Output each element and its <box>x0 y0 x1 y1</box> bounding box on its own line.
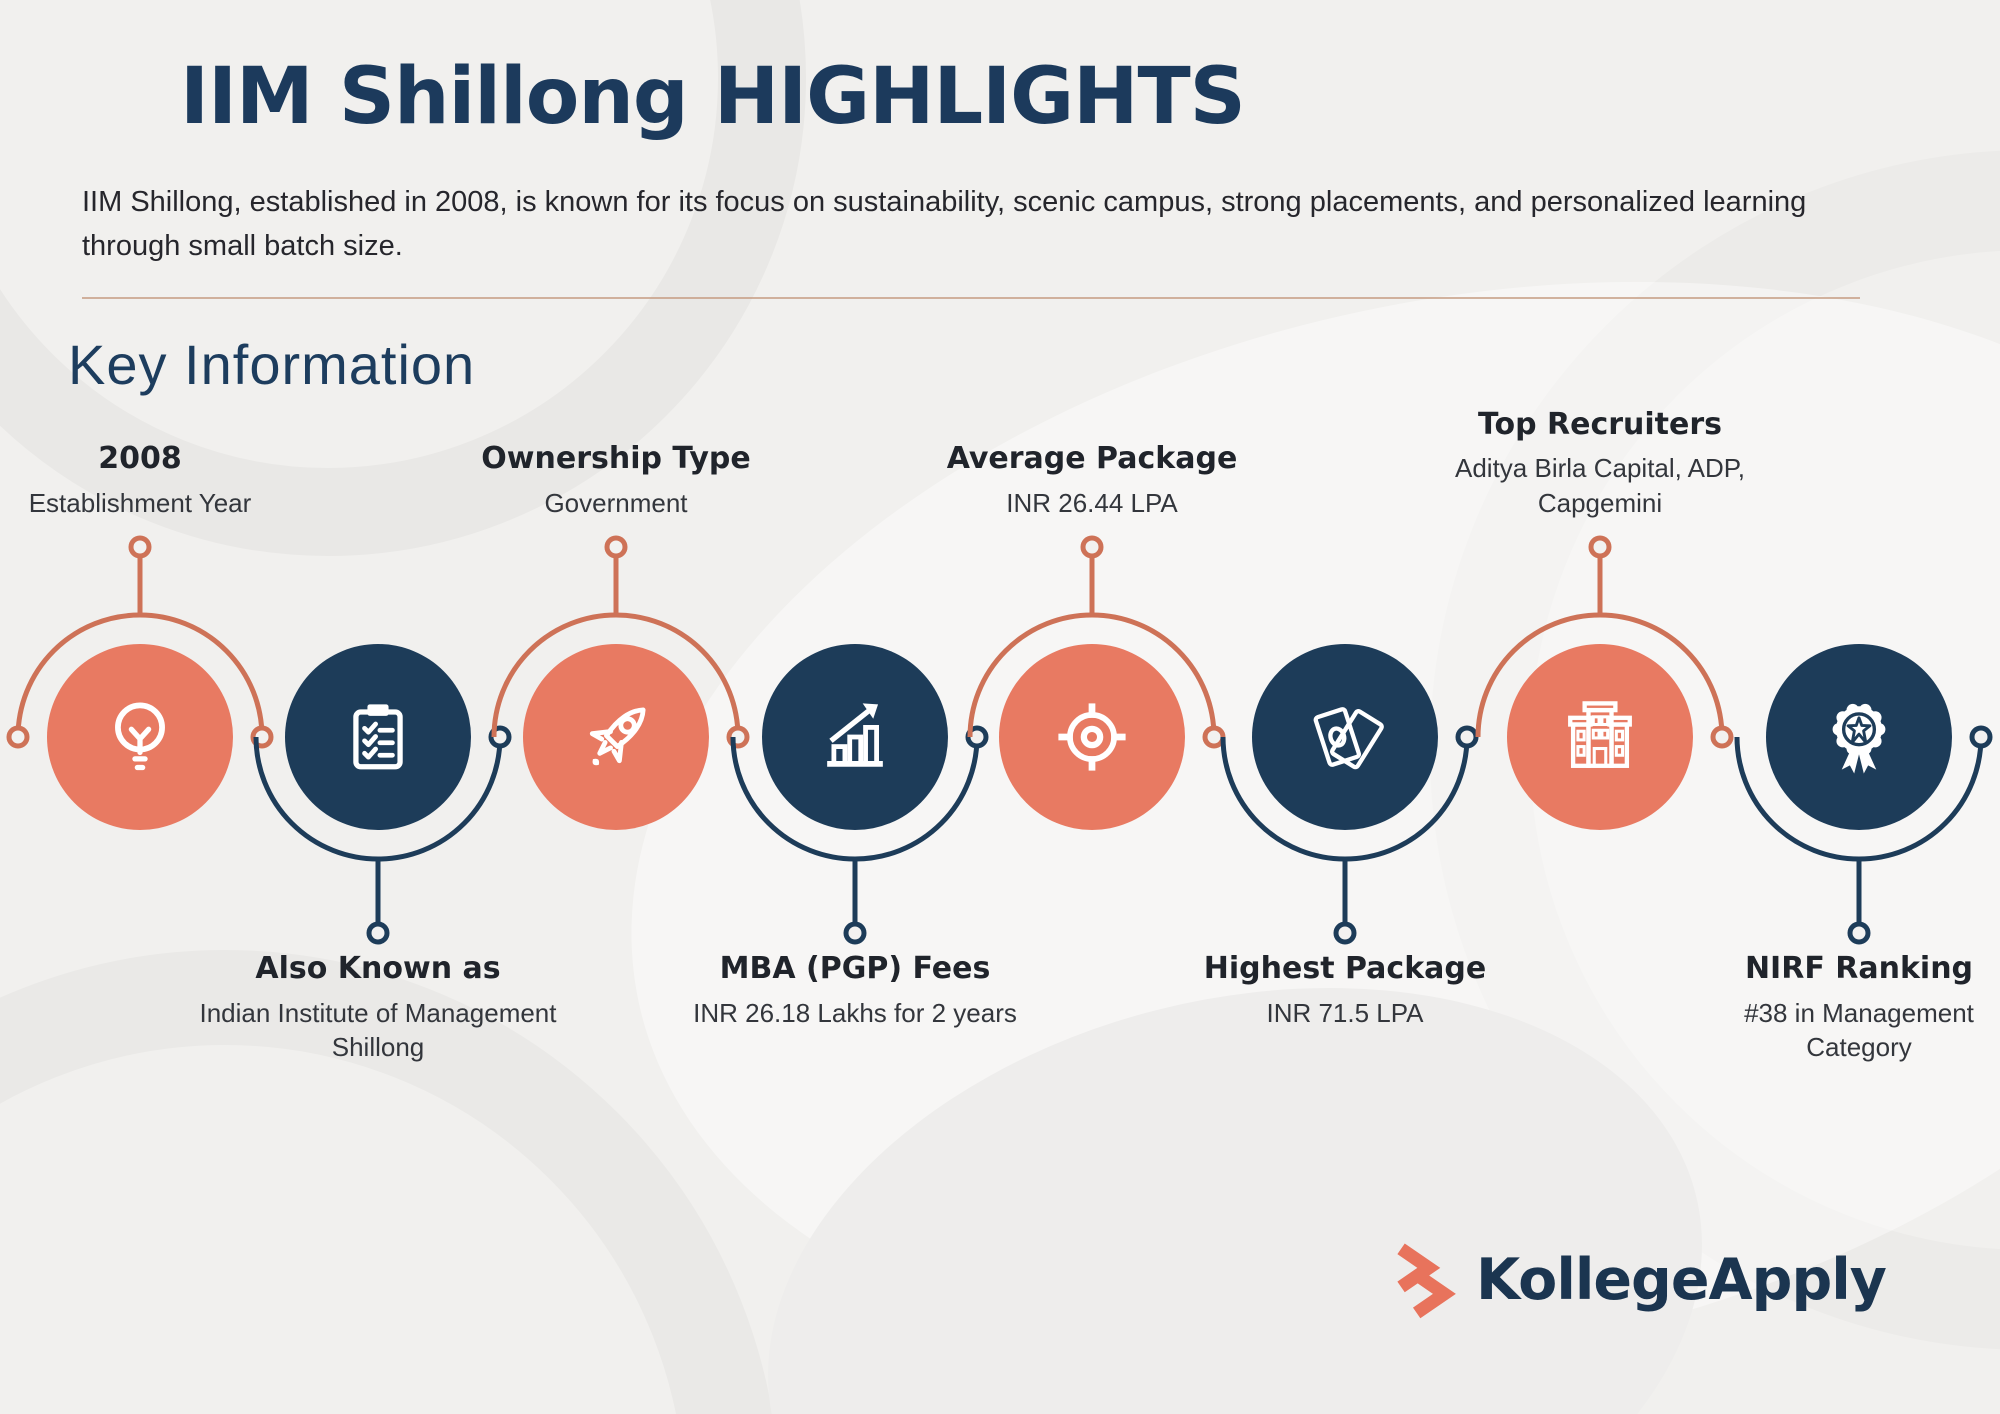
timeline-label: NIRF Ranking #38 in Management Category <box>1679 951 2000 1064</box>
item-value: INR 26.44 LPA <box>1006 487 1178 518</box>
item-title: 2008 <box>98 441 182 477</box>
item-title: NIRF Ranking <box>1744 951 1974 986</box>
connector-arc-bottom <box>253 725 512 945</box>
award-badge-icon <box>1832 703 1886 774</box>
timeline-label: MBA (PGP) Fees INR 26.18 Lakhs for 2 yea… <box>675 951 1035 1030</box>
item-value: Indian Institute of Management Shillong <box>199 997 557 1062</box>
item-value: Establishment Year <box>28 487 252 518</box>
connector-arc-top <box>491 535 750 749</box>
kollegeapply-logo-mark <box>1397 1243 1456 1319</box>
timeline-item-top-recruiters: Top Recruiters Aditya Birla Capital, ADP… <box>1420 400 1780 1090</box>
timeline-label: Average Package INR 26.44 LPA <box>912 442 1272 520</box>
item-title: MBA (PGP) Fees <box>719 951 991 986</box>
timeline-item-nirf-ranking: NIRF Ranking #38 in Management Category <box>1679 400 2000 1090</box>
timeline-label: Ownership Type Government <box>436 442 796 520</box>
item-value: Government <box>544 487 688 518</box>
page-description: IIM Shillong, established in 2008, is kn… <box>82 186 1807 263</box>
timeline-label: Highest Package INR 71.5 LPA <box>1165 951 1525 1030</box>
connector-arc-top <box>6 535 274 749</box>
page-title: IIM Shillong HIGHLIGHTS <box>180 52 1246 142</box>
target-icon <box>1058 703 1126 771</box>
item-title: Top Recruiters <box>1477 406 1722 442</box>
rocket-icon <box>589 707 646 766</box>
item-value: INR 71.5 LPA <box>1266 997 1424 1028</box>
timeline-item-establishment-year: 2008 Establishment Year <box>0 400 320 1090</box>
item-value: Aditya Birla Capital, ADP, Capgemini <box>1455 453 1745 518</box>
timeline-circle <box>285 644 471 830</box>
timeline-item-ownership-type: Ownership Type Government <box>436 400 796 1090</box>
timeline-circle <box>1507 644 1693 830</box>
kollegeapply-logo: KollegeApply <box>1382 1238 1887 1322</box>
item-title: Ownership Type <box>481 441 751 477</box>
building-icon <box>1568 701 1632 768</box>
timeline-label: 2008 Establishment Year <box>0 442 320 520</box>
item-value: #38 in Management Category <box>1744 997 1974 1062</box>
timeline-item-also-known-as: Also Known as Indian Institute of Manage… <box>198 400 558 1090</box>
timeline-circle <box>1766 644 1952 830</box>
timeline-circle <box>523 644 709 830</box>
money-notes-icon <box>1313 707 1384 770</box>
timeline-item-average-package: Average Package INR 26.44 LPA <box>912 400 1272 1090</box>
item-title: Also Known as <box>255 951 501 986</box>
item-value: INR 26.18 Lakhs for 2 years <box>693 997 1017 1028</box>
section-heading: Key Information <box>68 333 476 396</box>
timeline-circle <box>1252 644 1438 830</box>
growth-chart-icon <box>827 703 883 767</box>
lightbulb-icon <box>115 702 165 771</box>
timeline-item-highest-package: Highest Package INR 71.5 LPA <box>1165 400 1525 1090</box>
item-title: Average Package <box>946 441 1238 477</box>
timeline-circle <box>999 644 1185 830</box>
timeline-label: Also Known as Indian Institute of Manage… <box>198 951 558 1064</box>
item-title: Highest Package <box>1203 951 1487 986</box>
connector-arc-top <box>967 535 1226 749</box>
timeline-circle <box>762 644 948 830</box>
section-divider <box>82 297 1860 299</box>
checklist-clipboard-icon <box>353 704 403 770</box>
timeline-item-mba-fees: MBA (PGP) Fees INR 26.18 Lakhs for 2 yea… <box>675 400 1035 1090</box>
connector-arc-bottom <box>1734 725 1993 945</box>
timeline-circle <box>47 644 233 830</box>
timeline-label: Top Recruiters Aditya Birla Capital, ADP… <box>1420 406 1780 520</box>
kollegeapply-logo-text: KollegeApply <box>1476 1247 1887 1313</box>
connector-arc-top <box>1475 535 1734 749</box>
